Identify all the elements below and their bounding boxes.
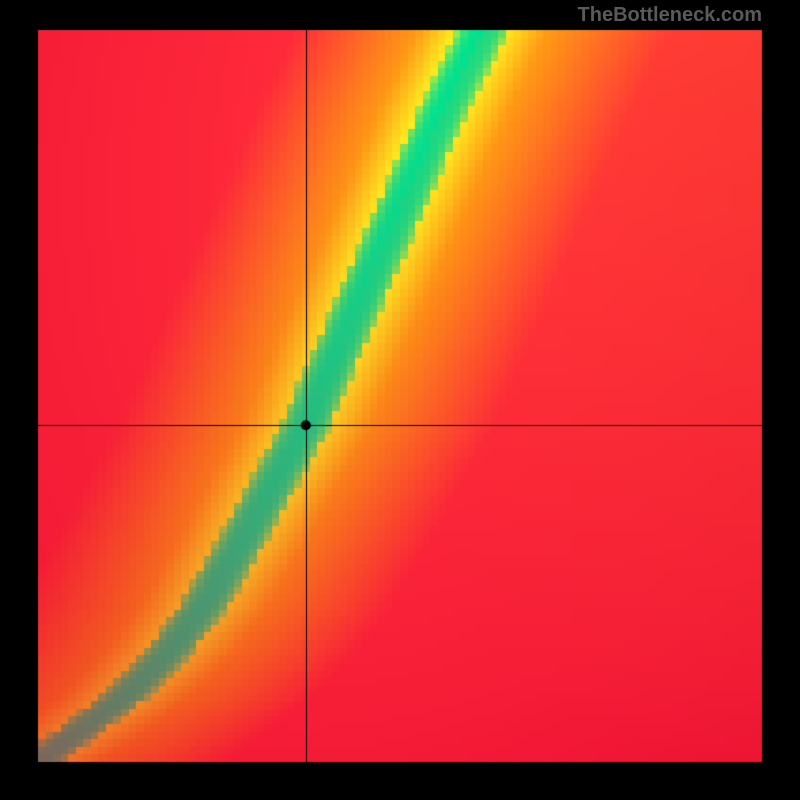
bottleneck-heatmap	[0, 0, 800, 800]
watermark-text: TheBottleneck.com	[578, 4, 762, 27]
